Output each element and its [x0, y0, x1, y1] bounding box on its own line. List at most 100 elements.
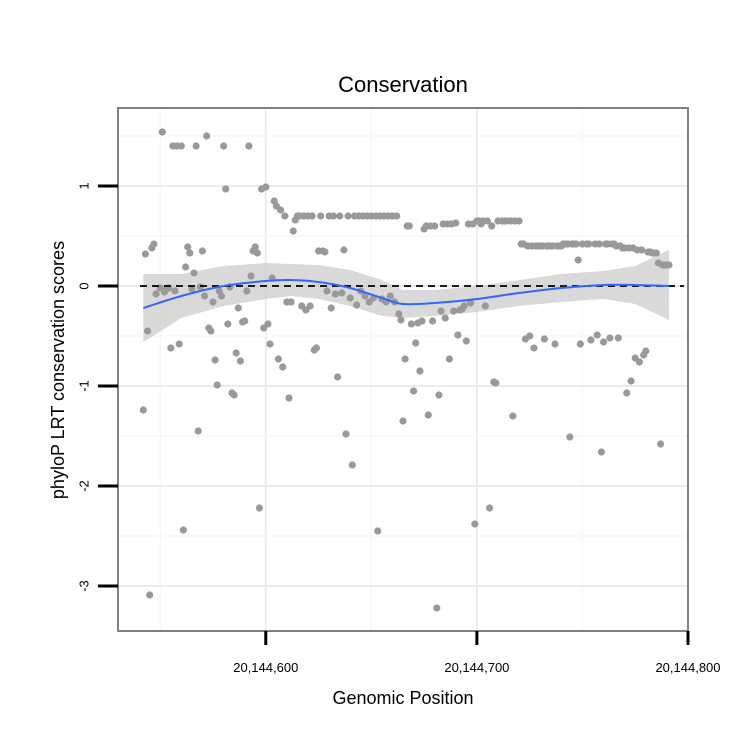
data-point [433, 604, 441, 612]
data-point [308, 212, 316, 220]
plot-background [118, 108, 688, 631]
data-point [412, 339, 420, 347]
data-point [657, 440, 665, 448]
scatter-points [139, 128, 673, 612]
data-point [274, 355, 282, 363]
data-point [192, 142, 200, 150]
data-point [177, 142, 185, 150]
data-point [245, 142, 253, 150]
plot-border [117, 107, 689, 632]
data-point [551, 340, 559, 348]
data-point [281, 212, 289, 220]
y-axis: -3 -2 -1 0 1 [77, 182, 118, 592]
data-point [184, 243, 192, 251]
data-point [266, 340, 274, 348]
y-tick-label: 1 [77, 182, 92, 189]
data-point [467, 299, 475, 307]
data-point [623, 389, 631, 397]
data-point [471, 520, 479, 528]
data-point [437, 307, 445, 315]
data-point [217, 292, 225, 300]
y-tick-label: -2 [77, 480, 92, 492]
data-point [346, 294, 354, 302]
data-point [289, 227, 297, 235]
data-point [220, 142, 228, 150]
data-point [190, 269, 198, 277]
data-point [167, 344, 175, 352]
data-point [264, 320, 272, 328]
data-point [492, 379, 500, 387]
x-tick-label: 20,144,600 [233, 660, 298, 675]
data-point [331, 290, 339, 298]
data-point [234, 304, 242, 312]
chart-title: Conservation [338, 72, 468, 97]
data-point [407, 320, 415, 328]
data-point [306, 302, 314, 310]
data-point [321, 248, 329, 256]
data-point [566, 433, 574, 441]
data-point [342, 430, 350, 438]
data-point [574, 256, 582, 264]
data-point [431, 222, 439, 230]
data-point [144, 327, 152, 335]
data-point [262, 183, 270, 191]
data-point [530, 344, 538, 352]
data-point [416, 367, 424, 375]
data-point [340, 246, 348, 254]
data-point [399, 417, 407, 425]
data-point [515, 217, 523, 225]
data-point [243, 287, 251, 295]
data-point [222, 185, 230, 193]
data-point [277, 206, 285, 214]
data-point [460, 302, 468, 310]
data-point [401, 355, 409, 363]
confidence-band [143, 250, 670, 342]
data-point [614, 334, 622, 342]
data-point [171, 287, 179, 295]
data-point [481, 302, 489, 310]
data-point [627, 377, 635, 385]
x-axis-label: Genomic Position [332, 688, 473, 708]
data-point [236, 357, 244, 365]
data-point [338, 289, 346, 297]
data-point [348, 461, 356, 469]
data-point [224, 320, 232, 328]
data-point [393, 212, 401, 220]
data-point [279, 363, 287, 371]
x-axis: 20,144,600 20,144,700 20,144,800 [233, 631, 721, 675]
data-point [158, 128, 166, 136]
data-point [253, 249, 261, 257]
data-point [175, 340, 183, 348]
data-point [152, 290, 160, 298]
data-point [488, 222, 496, 230]
data-point [374, 527, 382, 535]
data-point [317, 212, 325, 220]
data-point [198, 247, 206, 255]
y-tick-label: -1 [77, 380, 92, 392]
data-point [395, 310, 403, 318]
data-point [600, 338, 608, 346]
x-tick-label: 20,144,700 [444, 660, 509, 675]
data-point [141, 250, 149, 258]
data-point [232, 349, 240, 357]
data-point [526, 332, 534, 340]
data-point [251, 243, 259, 251]
data-point [285, 394, 293, 402]
data-point [587, 336, 595, 344]
data-point [186, 249, 194, 257]
data-point [441, 314, 449, 322]
data-point [462, 337, 470, 345]
data-point [445, 355, 453, 363]
data-point [287, 298, 295, 306]
data-point [201, 292, 209, 300]
data-point [139, 406, 147, 414]
data-point [334, 373, 342, 381]
data-point [429, 317, 437, 325]
data-point [194, 427, 202, 435]
data-point [576, 340, 584, 348]
data-point [585, 240, 593, 248]
data-point [213, 381, 221, 389]
data-point [595, 240, 603, 248]
smooth-line [143, 278, 670, 309]
data-point [312, 344, 320, 352]
